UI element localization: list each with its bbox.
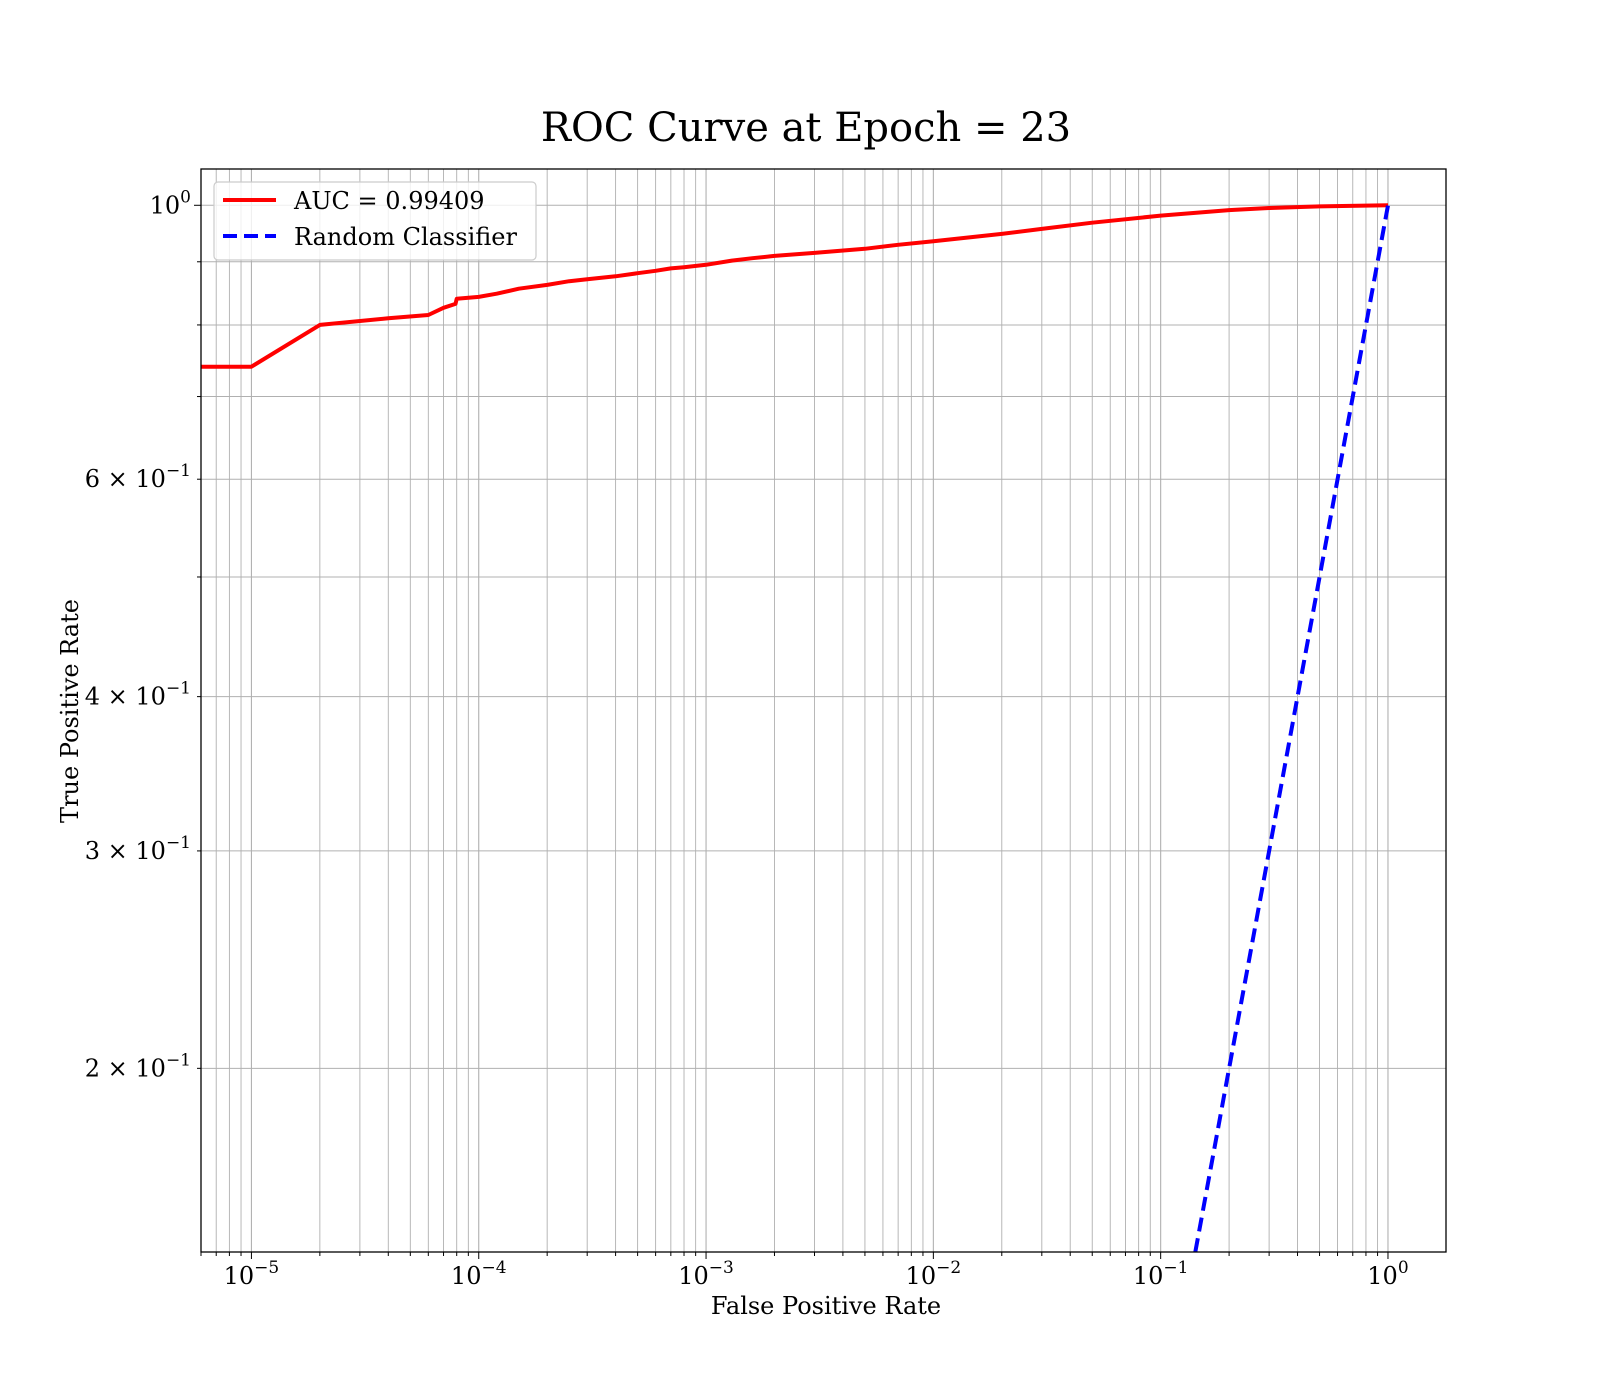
plot-frame bbox=[200, 168, 1447, 1253]
y-tick-label: 100 bbox=[150, 187, 191, 219]
legend-label-auc: AUC = 0.99409 bbox=[293, 187, 485, 215]
x-axis-label: False Positive Rate bbox=[711, 1292, 941, 1320]
series-line-random-classifier bbox=[1193, 204, 1390, 1252]
x-tick-label: 10−1 bbox=[1133, 1258, 1189, 1290]
legend: AUC = 0.99409 Random Classifier bbox=[213, 181, 537, 261]
x-tick-label: 100 bbox=[1367, 1258, 1408, 1290]
grid-layer bbox=[200, 169, 1446, 1252]
x-tick-label: 10−4 bbox=[451, 1258, 507, 1290]
x-tick-label: 10−3 bbox=[678, 1258, 734, 1290]
ticks-layer: 10−5 10−4 10−3 10−2 10−1 100 100 6 × 10−1 4 × 10… bbox=[85, 187, 1409, 1290]
y-axis-label: True Positive Rate bbox=[56, 599, 84, 823]
series-layer bbox=[201, 203, 1390, 1252]
y-tick-label: 4 × 10−1 bbox=[85, 679, 191, 711]
x-tick-label: 10−2 bbox=[906, 1258, 962, 1290]
chart-title: ROC Curve at Epoch = 23 bbox=[541, 105, 1071, 151]
legend-label-random-classifier: Random Classifier bbox=[294, 223, 517, 251]
y-tick-label: 2 × 10−1 bbox=[85, 1050, 191, 1082]
series-line-auc bbox=[201, 203, 1389, 369]
x-tick-label: 10−5 bbox=[224, 1258, 280, 1290]
y-tick-label: 6 × 10−1 bbox=[85, 461, 191, 493]
y-tick-label: 3 × 10−1 bbox=[85, 833, 191, 865]
legend-box bbox=[213, 181, 537, 261]
